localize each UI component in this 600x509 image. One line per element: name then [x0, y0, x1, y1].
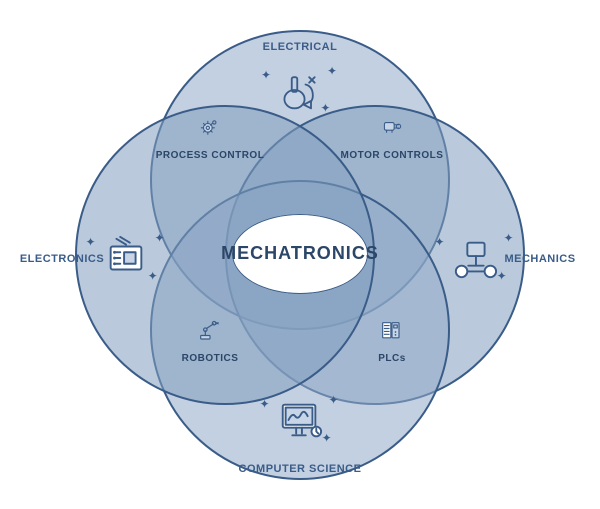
label-motor-controls: MOTOR CONTROLS: [327, 150, 457, 161]
sparkle-icon: ✦: [155, 231, 165, 245]
mechatronics-venn-diagram: ✦ ✦ ✦ ELECTRICAL ✦ ✦ ✦ MECHANICS ✦ ✦ ✦ COMPUTER SCI…: [0, 0, 600, 509]
computer-monitor-icon: [277, 397, 323, 443]
label-electronics: ELECTRONICS: [0, 253, 132, 265]
motor-icon: [379, 115, 405, 141]
plc-cabinet-icon: [378, 318, 406, 346]
sparkle-icon: ✦: [504, 231, 514, 245]
label-plcs: PLCs: [327, 353, 457, 364]
sparkle-icon: ✦: [435, 235, 445, 249]
sparkle-icon: ✦: [261, 68, 271, 82]
sparkle-icon: ✦: [320, 101, 330, 115]
sparkle-icon: ✦: [260, 397, 270, 411]
sparkle-icon: ✦: [322, 431, 332, 445]
sparkle-icon: ✦: [327, 64, 337, 78]
label-computer: COMPUTER SCIENCE: [230, 463, 370, 475]
robot-arm-icon: [196, 318, 224, 346]
electrical-tools-icon: [278, 68, 322, 112]
label-robotics: ROBOTICS: [145, 353, 275, 364]
center-title: MECHATRONICS: [200, 243, 400, 264]
sparkle-icon: ✦: [148, 269, 158, 283]
gear-process-icon: [197, 117, 223, 143]
label-electrical: ELECTRICAL: [230, 41, 370, 53]
sparkle-icon: ✦: [497, 269, 507, 283]
label-mechanics: MECHANICS: [470, 253, 600, 265]
sparkle-icon: ✦: [329, 393, 339, 407]
sparkle-icon: ✦: [86, 235, 96, 249]
label-process-control: PROCESS CONTROL: [145, 150, 275, 161]
